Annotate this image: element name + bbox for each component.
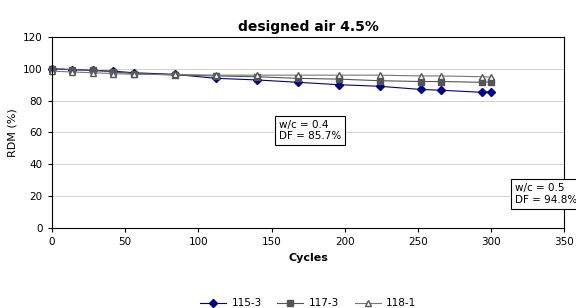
118-1 [69, 70, 76, 74]
Line: 115-3: 115-3 [49, 66, 494, 95]
118-1 [172, 72, 179, 76]
117-3 [69, 68, 76, 71]
118-1 [110, 72, 117, 75]
115-3 [479, 91, 486, 94]
118-1 [130, 72, 137, 76]
118-1 [335, 73, 342, 77]
115-3 [89, 68, 96, 72]
115-3 [294, 80, 301, 84]
115-3 [418, 87, 425, 91]
118-1 [377, 73, 384, 77]
117-3 [438, 80, 445, 83]
117-3 [213, 74, 219, 78]
117-3 [172, 73, 179, 77]
118-1 [213, 73, 219, 77]
118-1 [294, 73, 301, 77]
Line: 117-3: 117-3 [49, 66, 494, 85]
Line: 118-1: 118-1 [49, 68, 494, 80]
117-3 [110, 70, 117, 74]
118-1 [48, 69, 55, 73]
117-3 [253, 75, 260, 79]
117-3 [48, 67, 55, 71]
Text: w/c = 0.45
DF = 91.8%: w/c = 0.45 DF = 91.8% [0, 307, 1, 308]
115-3 [48, 67, 55, 71]
115-3 [69, 68, 76, 71]
118-1 [488, 75, 495, 79]
117-3 [89, 68, 96, 72]
118-1 [253, 73, 260, 77]
Title: designed air 4.5%: designed air 4.5% [238, 20, 378, 34]
117-3 [294, 76, 301, 80]
117-3 [377, 79, 384, 83]
X-axis label: Cycles: Cycles [288, 253, 328, 262]
118-1 [438, 74, 445, 78]
117-3 [479, 80, 486, 84]
115-3 [213, 76, 219, 80]
Text: w/c = 0.4
DF = 85.7%: w/c = 0.4 DF = 85.7% [279, 120, 341, 141]
115-3 [130, 71, 137, 75]
117-3 [130, 72, 137, 75]
117-3 [335, 77, 342, 81]
Legend: 115-3, 117-3, 118-1: 115-3, 117-3, 118-1 [196, 294, 420, 308]
115-3 [172, 72, 179, 76]
117-3 [418, 80, 425, 83]
118-1 [89, 71, 96, 75]
117-3 [488, 80, 495, 84]
115-3 [335, 83, 342, 87]
Y-axis label: RDM (%): RDM (%) [7, 108, 17, 157]
115-3 [110, 69, 117, 73]
115-3 [438, 88, 445, 92]
118-1 [479, 75, 486, 79]
115-3 [488, 90, 495, 93]
118-1 [418, 74, 425, 78]
115-3 [253, 78, 260, 82]
Text: w/c = 0.5
DF = 94.8%: w/c = 0.5 DF = 94.8% [515, 183, 576, 205]
115-3 [377, 84, 384, 88]
